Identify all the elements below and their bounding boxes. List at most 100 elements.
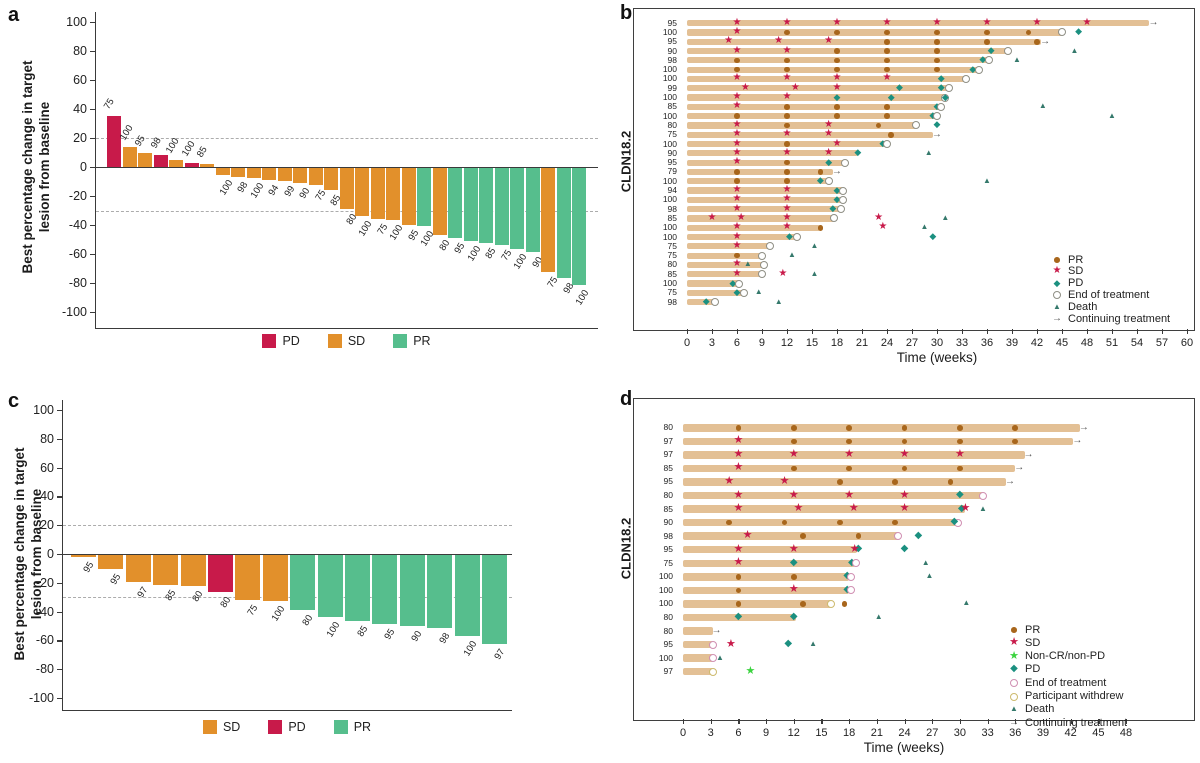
marker-arrow-icon: → — [1072, 435, 1083, 447]
marker-death-icon: ▲ — [983, 175, 991, 185]
marker-sd-icon: ★ — [732, 16, 742, 28]
marker-pr-icon — [884, 57, 890, 64]
marker-sd-icon: ★ — [733, 434, 744, 447]
legend-label: PD — [1025, 663, 1041, 676]
x-tick — [986, 329, 989, 334]
x-axis-line — [62, 710, 512, 712]
x-tick-label: 12 — [780, 337, 794, 349]
marker-sd-icon: ★ — [1009, 636, 1019, 649]
x-tick-label: 27 — [926, 727, 939, 739]
x-tick — [1161, 329, 1164, 334]
marker-pr-icon — [957, 424, 963, 431]
x-tick-label: 24 — [898, 727, 911, 739]
marker-pr-icon — [934, 66, 940, 73]
marker-pr-icon — [892, 519, 899, 526]
x-tick — [1136, 329, 1139, 334]
swimmer-lane-bar — [683, 532, 899, 540]
marker-wd-icon — [709, 667, 718, 676]
marker-sd-icon: ★ — [824, 128, 834, 140]
x-tick — [1036, 329, 1039, 334]
waterfall-bar — [372, 555, 398, 625]
waterfall-bar — [339, 168, 354, 209]
swimmer-lane-label: 100 — [662, 175, 677, 186]
x-tick — [1126, 719, 1128, 724]
panel-d-letter: d — [620, 388, 633, 410]
marker-pr-icon — [901, 424, 908, 431]
x-tick — [849, 719, 851, 724]
marker-pd-icon: ◆ — [786, 231, 793, 242]
marker-ncr-icon: ★ — [745, 664, 756, 677]
marker-sd-icon: ★ — [832, 81, 842, 93]
x-tick-label: 3 — [708, 337, 716, 349]
marker-eot-icon — [912, 121, 921, 130]
x-tick — [1070, 719, 1072, 724]
y-tick-label: 20 — [73, 131, 87, 145]
bar-value-label: 97 — [135, 585, 151, 601]
marker-death-icon: ▲ — [788, 250, 796, 260]
bar-value-label: 80 — [217, 595, 233, 611]
marker-pr-icon — [934, 38, 940, 45]
waterfall-bar — [525, 168, 540, 253]
y-axis-line — [95, 12, 97, 328]
legend-label: PD — [1068, 277, 1084, 290]
marker-sd-icon: ★ — [782, 184, 792, 196]
marker-pr-icon — [735, 574, 742, 580]
y-tick-label: 80 — [40, 431, 54, 446]
swimmer-lane-bar — [687, 299, 716, 306]
waterfall-bar — [417, 168, 431, 226]
marker-pr-icon — [947, 479, 954, 485]
marker-pr-icon — [784, 169, 790, 175]
y-tick — [90, 312, 95, 314]
x-tick — [836, 329, 839, 334]
marker-pd-icon: ◆ — [1075, 26, 1083, 37]
marker-eot-icon — [846, 572, 855, 581]
swimmer-lane-label: 90 — [667, 147, 677, 158]
x-tick — [683, 719, 685, 724]
bar-value-label: 100 — [269, 604, 288, 624]
waterfall-bar — [200, 164, 214, 167]
legend-label: PR — [413, 334, 431, 348]
marker-eot-icon — [837, 205, 846, 214]
swimmer-lane-label: 100 — [662, 26, 677, 37]
swimmer-lane-label: 100 — [658, 652, 673, 663]
marker-sd-icon: ★ — [732, 267, 742, 279]
marker-sd-icon: ★ — [782, 72, 792, 84]
y-tick — [57, 467, 62, 469]
swimmer-lane-bar — [687, 261, 765, 269]
marker-pr-icon — [734, 169, 740, 175]
waterfall-bar — [290, 555, 316, 610]
x-tick-label: 9 — [763, 727, 770, 739]
swimmer-lane-label: 100 — [662, 231, 677, 242]
marker-eot-icon — [974, 65, 983, 74]
swimmer-lane-bar — [683, 640, 713, 649]
marker-sd-icon: ★ — [732, 72, 742, 84]
waterfall-bar — [277, 168, 292, 182]
marker-death-icon: ▲ — [924, 147, 933, 157]
marker-sd-icon: ★ — [824, 146, 834, 158]
swimmer-lane-bar — [687, 280, 739, 287]
marker-sd-icon: ★ — [782, 44, 792, 56]
swimmer-lane-bar — [687, 196, 843, 203]
swimmer-lane-bar — [683, 451, 1025, 459]
x-tick-label: 3 — [707, 727, 714, 739]
waterfall-bar — [71, 555, 96, 558]
legend-label: SD — [347, 334, 366, 348]
marker-death-icon: ▲ — [1013, 54, 1021, 64]
panel-b-x-axis-label: Time (weeks) — [896, 350, 978, 365]
y-tick — [57, 438, 62, 440]
swimmer-lane-label: 98 — [667, 203, 677, 214]
swimmer-lane-label: 97 — [663, 435, 673, 446]
bar-value-label: 85 — [354, 624, 370, 640]
marker-pr-icon — [790, 465, 797, 472]
marker-eot-icon — [985, 56, 994, 65]
marker-eot-icon — [760, 260, 769, 269]
marker-pr-icon — [734, 252, 740, 259]
swimmer-lane-label: 85 — [667, 101, 677, 112]
marker-pr-icon — [884, 66, 890, 73]
marker-arrow-icon: → — [1009, 717, 1019, 729]
marker-sd-icon: ★ — [832, 16, 842, 28]
marker-pd-icon: ◆ — [789, 610, 798, 622]
marker-death-icon: ▲ — [809, 639, 818, 649]
x-tick-label: 33 — [981, 727, 994, 739]
marker-death-icon: ▲ — [1053, 301, 1061, 311]
